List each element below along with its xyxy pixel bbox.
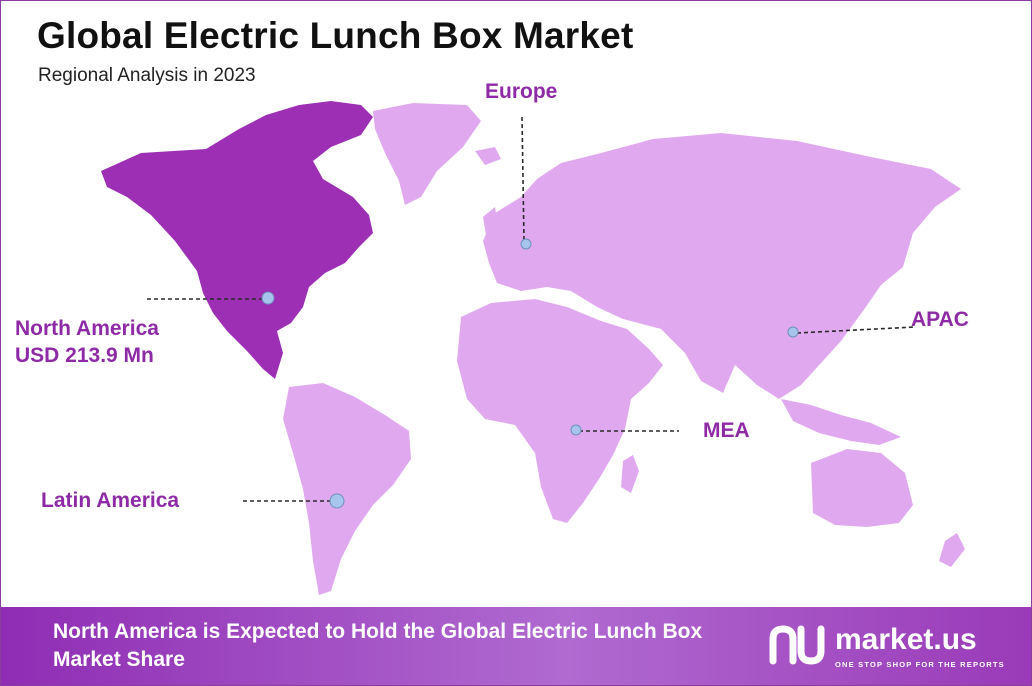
landmass-british-isles bbox=[483, 207, 499, 241]
landmass-australia bbox=[811, 449, 913, 527]
landmass-madagascar bbox=[621, 455, 639, 493]
region-markers bbox=[261, 238, 799, 509]
logo-name: market.us bbox=[835, 623, 977, 656]
region-mea bbox=[457, 299, 663, 523]
marker-europe bbox=[520, 238, 532, 250]
landmass-greenland bbox=[373, 103, 481, 205]
label-apac: APAC bbox=[911, 308, 969, 331]
label-north-america: North America USD 213.9 Mn bbox=[15, 315, 159, 369]
brand-logo: market.us ONE STOP SHOP FOR THE REPORTS bbox=[769, 623, 1009, 673]
world-map bbox=[101, 101, 965, 595]
market-us-logo-icon bbox=[769, 625, 825, 665]
region-north-america bbox=[101, 101, 373, 379]
marker-mea bbox=[570, 424, 582, 436]
region-latin-america bbox=[283, 383, 411, 595]
leader-lines bbox=[147, 116, 916, 502]
footer-text: North America is Expected to Hold the Gl… bbox=[53, 620, 703, 671]
landmass-new-zealand bbox=[939, 533, 965, 567]
page-subtitle: Regional Analysis in 2023 bbox=[38, 65, 256, 86]
label-europe: Europe bbox=[485, 80, 558, 103]
label-latin-america: Latin America bbox=[41, 489, 180, 512]
logo-tagline: ONE STOP SHOP FOR THE REPORTS bbox=[835, 660, 1005, 669]
landmass-iceland bbox=[475, 147, 501, 165]
region-europe-apac-landmass bbox=[483, 133, 961, 399]
leader-apac bbox=[796, 326, 916, 334]
label-north-america-name: North America bbox=[15, 317, 159, 340]
label-north-america-value: USD 213.9 Mn bbox=[15, 344, 154, 367]
landmass-southeast-asia bbox=[781, 399, 901, 445]
marker-apac bbox=[787, 326, 799, 338]
label-mea: MEA bbox=[703, 419, 750, 442]
marker-latin-america bbox=[329, 493, 345, 509]
landmass-japan bbox=[849, 257, 875, 311]
footer-banner: North America is Expected to Hold the Gl… bbox=[1, 607, 1031, 685]
page-title: Global Electric Lunch Box Market bbox=[37, 15, 634, 56]
continents bbox=[101, 101, 965, 595]
marker-north-america bbox=[261, 291, 275, 305]
